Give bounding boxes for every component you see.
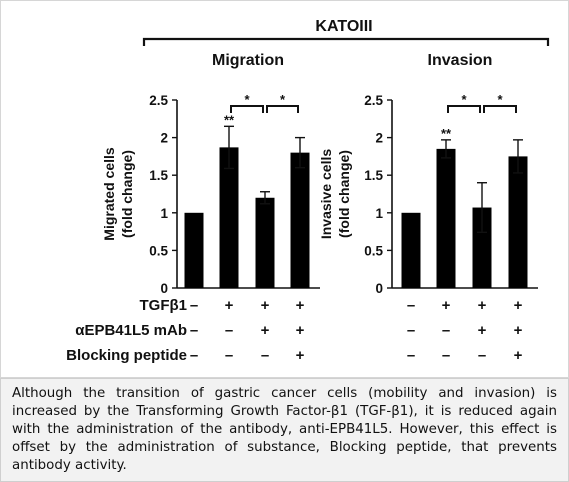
y-tick-label: 0 xyxy=(375,281,383,296)
group-bracket xyxy=(142,37,550,46)
treatment-sign: – xyxy=(190,297,198,314)
treatment-label: TGFβ1 xyxy=(140,297,188,314)
treatment-sign: – xyxy=(478,347,486,364)
bar xyxy=(184,212,204,288)
y-tick-label: 2.5 xyxy=(149,93,168,108)
panel-0: Migration Migrated cells (fold change) 0 0.5… xyxy=(101,52,320,296)
y-axis-label: Invasive cells (fold change) xyxy=(318,149,352,240)
comparison-bracket xyxy=(266,105,299,113)
treatment-sign: – xyxy=(407,347,415,364)
treatment-sign: + xyxy=(261,322,270,339)
caption: Although the transition of gastric cance… xyxy=(0,378,569,482)
significance-mark: ** xyxy=(224,112,235,127)
y-tick-label: 0 xyxy=(160,281,168,296)
y-tick-label: 1.5 xyxy=(149,168,168,183)
treatment-sign: + xyxy=(514,297,523,314)
bar xyxy=(290,152,310,288)
treatment-sign: – xyxy=(190,322,198,339)
y-tick-label: 1 xyxy=(160,206,168,221)
treatment-sign: + xyxy=(514,347,523,364)
comparison-label: * xyxy=(497,92,503,107)
treatment-sign: + xyxy=(225,297,234,314)
treatment-sign: + xyxy=(296,347,305,364)
treatment-sign: + xyxy=(261,297,270,314)
y-axis-label-line2: (fold change) xyxy=(119,150,135,238)
treatment-sign: – xyxy=(225,347,233,364)
y-axis-label: Migrated cells (fold change) xyxy=(101,147,135,241)
comparison-label: * xyxy=(244,92,250,107)
y-tick-label: 1 xyxy=(375,206,383,221)
bar xyxy=(255,197,275,288)
figure: KATOIII Migration Migrated cells (fold cha… xyxy=(0,0,569,378)
panel-1: Invasion Invasive cells (fold change) 0 0.5 1… xyxy=(318,52,538,296)
treatment-sign: – xyxy=(442,322,450,339)
treatment-sign: – xyxy=(225,322,233,339)
treatment-sign: + xyxy=(514,322,523,339)
treatment-sign: + xyxy=(296,322,305,339)
treatment-sign: + xyxy=(478,297,487,314)
bar xyxy=(436,148,456,288)
bar xyxy=(508,156,528,288)
y-tick-label: 2 xyxy=(160,131,168,146)
y-tick-label: 2.5 xyxy=(364,93,383,108)
comparison-label: * xyxy=(461,92,467,107)
panel-title: Migration xyxy=(212,52,284,69)
treatment-sign: – xyxy=(407,322,415,339)
bar xyxy=(401,212,421,288)
bar xyxy=(219,147,239,288)
y-axis-label-line2: (fold change) xyxy=(336,150,352,238)
treatment-sign: – xyxy=(407,297,415,314)
treatment-sign: + xyxy=(296,297,305,314)
y-tick-label: 1.5 xyxy=(364,168,383,183)
y-tick-label: 0.5 xyxy=(364,243,383,258)
treatment-label: αEPB41L5 mAb xyxy=(75,322,187,339)
y-tick-label: 2 xyxy=(375,131,383,146)
y-axis-label-line1: Migrated cells xyxy=(101,147,117,241)
treatment-sign: – xyxy=(190,347,198,364)
treatment-sign: – xyxy=(442,347,450,364)
treatment-sign: + xyxy=(478,322,487,339)
significance-mark: ** xyxy=(441,126,452,141)
treatment-label: Blocking peptide xyxy=(66,347,187,364)
cell-line-label: KATOIII xyxy=(315,18,372,35)
bar xyxy=(472,207,492,288)
y-axis-label-line1: Invasive cells xyxy=(318,149,334,240)
y-tick-label: 0.5 xyxy=(149,243,168,258)
comparison-bracket xyxy=(230,105,264,113)
treatment-sign: – xyxy=(261,347,269,364)
comparison-label: * xyxy=(280,92,286,107)
comparison-bracket xyxy=(483,105,517,113)
treatment-sign: + xyxy=(442,297,451,314)
comparison-bracket xyxy=(447,105,481,113)
panel-title: Invasion xyxy=(428,52,493,69)
